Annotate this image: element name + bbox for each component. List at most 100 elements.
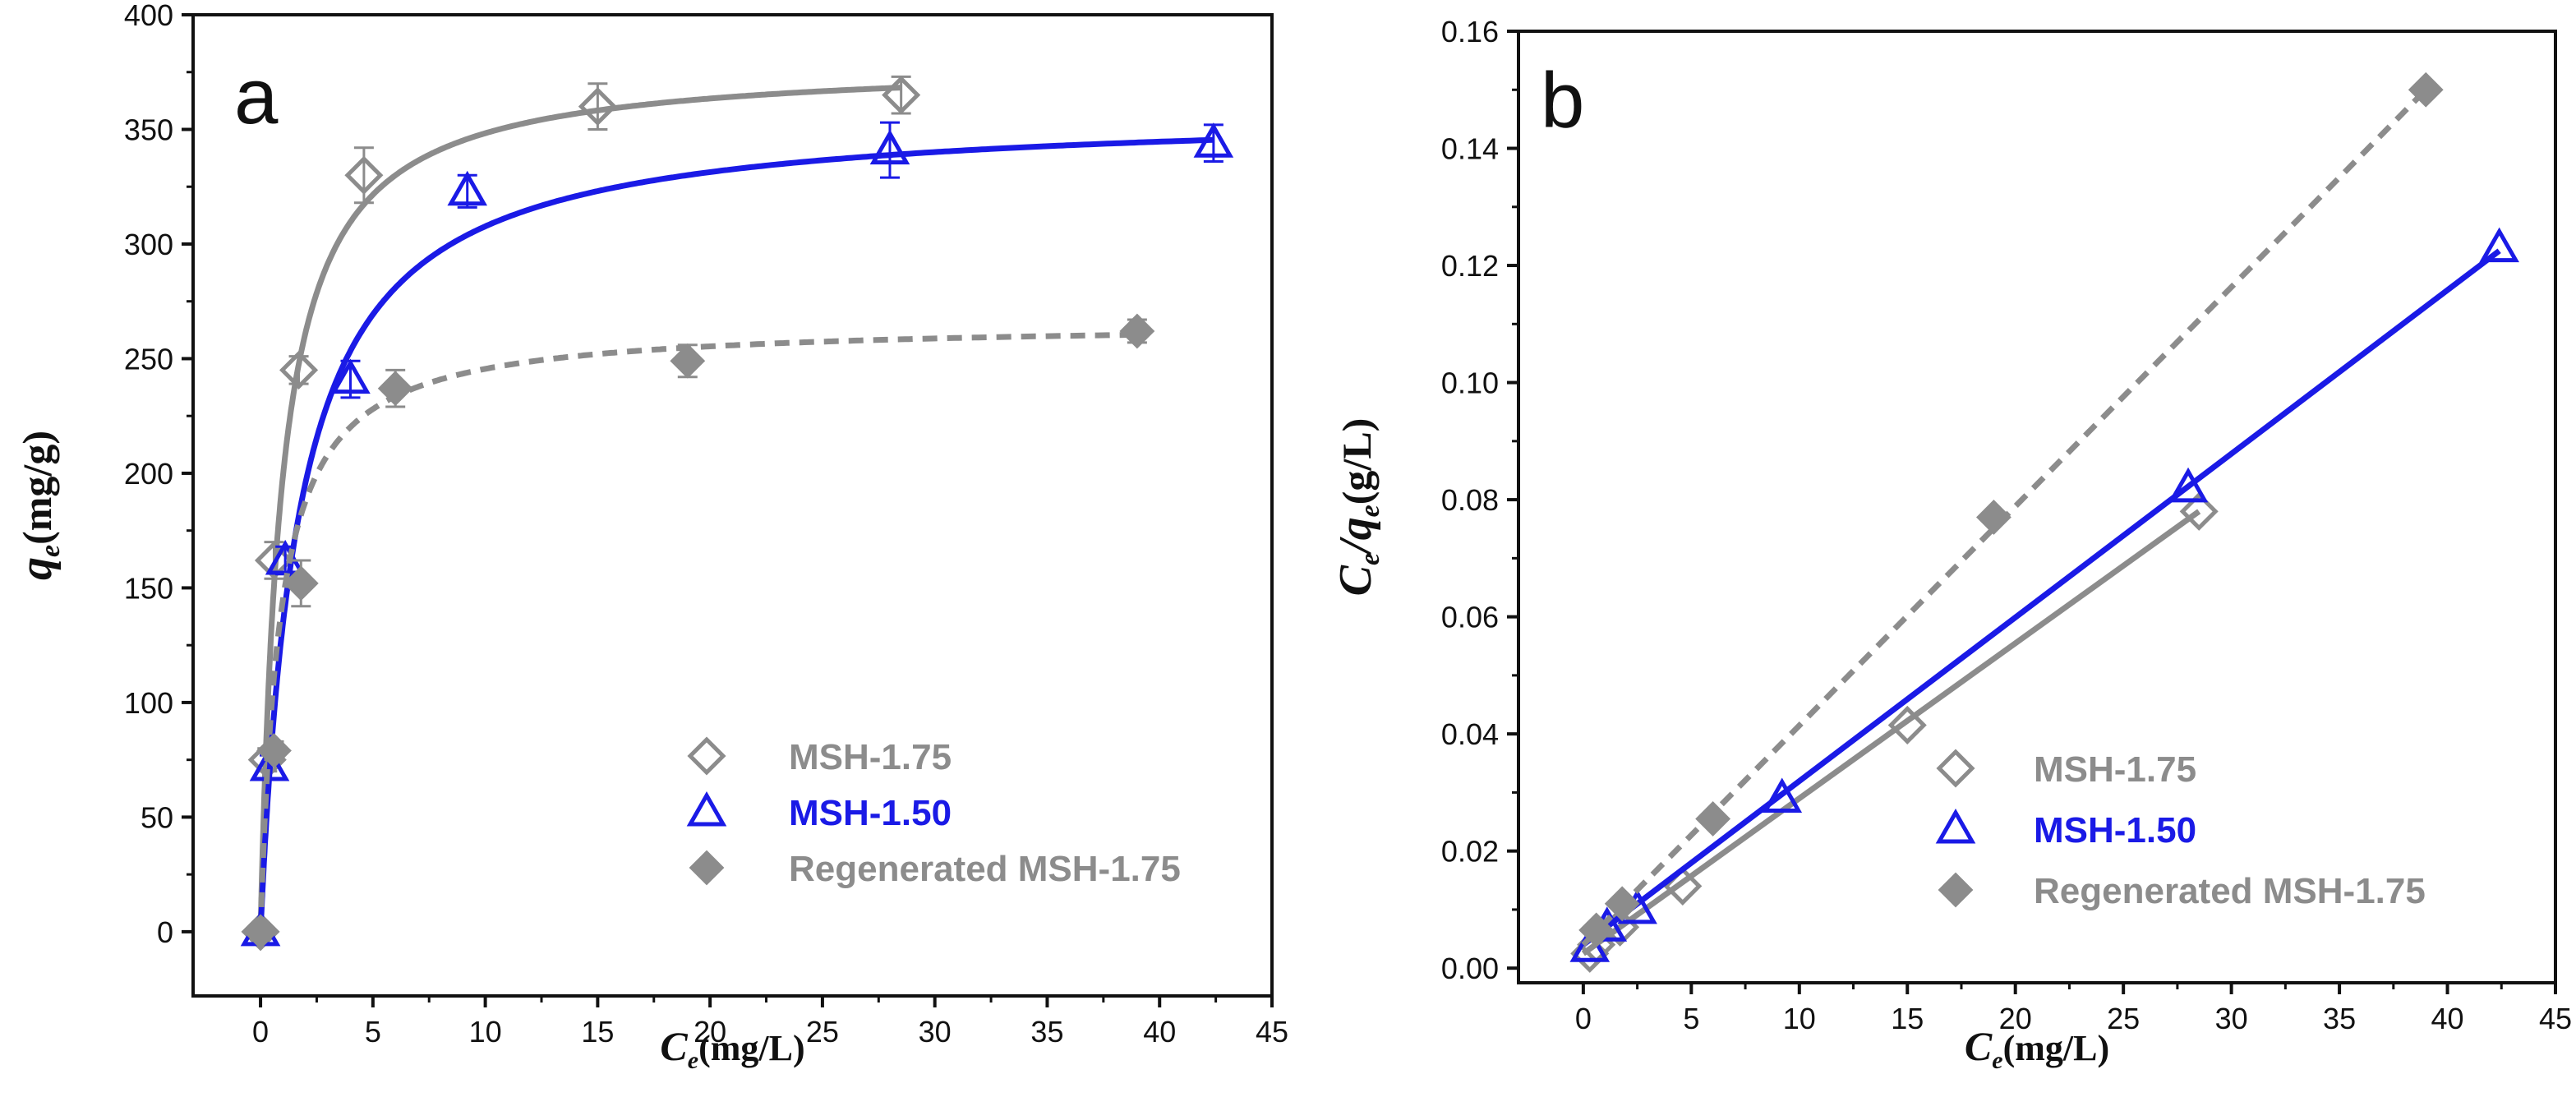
panel-b-y-tick-label: 0.16 xyxy=(1441,15,1499,48)
panel-a-series-msh-1-50-fit-line xyxy=(257,136,1214,932)
panel-a-x-tick-label: 5 xyxy=(365,1015,381,1049)
panel-b-y-tick-label: 0.14 xyxy=(1441,132,1499,166)
panel-a-y-tick-label: 50 xyxy=(141,800,173,834)
panel-b-x-axis-title: Ce(mg/L) xyxy=(1965,1023,2109,1074)
panel-b-x-tick-label: 10 xyxy=(1783,1002,1816,1035)
panel-a-series-msh-1-75-point xyxy=(578,87,617,127)
panel-b-y-tick-label: 0.08 xyxy=(1441,483,1499,517)
panel-a-y-tick-label: 300 xyxy=(124,228,173,261)
panel-a-series-msh-1-75-point xyxy=(882,76,921,115)
panel-a-y-tick-label: 0 xyxy=(157,915,173,949)
panel-b-series-regenerated-msh-1-75-point xyxy=(1976,500,2011,535)
panel-a-legend-marker xyxy=(687,736,726,776)
panel-a-x-tick-label: 15 xyxy=(581,1015,614,1049)
panel-a-x-tick-label: 30 xyxy=(919,1015,952,1049)
panel-a-series-msh-1-50-point xyxy=(447,170,488,206)
panel-a-y-tick-label: 200 xyxy=(124,457,173,491)
panel-b-legend-label: MSH-1.50 xyxy=(2034,810,2196,850)
panel-a-legend-marker xyxy=(689,850,725,886)
panel-a-y-tick-label: 150 xyxy=(124,571,173,605)
panel-a-x-tick-label: 0 xyxy=(252,1015,269,1049)
panel-b: 0 5 10 15 20 25 30 35 40 450.000.020.040.060.080.… xyxy=(1330,15,2572,1074)
panel-b-series-msh-1-75-fit-line xyxy=(1581,509,2201,956)
panel-a-x-tick-label: 20 xyxy=(694,1015,726,1049)
panel-a-frame xyxy=(191,13,1274,998)
panel-a-x-ticks: 0 5 10 15 20 25 30 35 40 45 xyxy=(252,996,1288,1049)
panel-b-x-tick-label: 40 xyxy=(2431,1002,2464,1035)
panel-a-y-tick-label: 350 xyxy=(124,113,173,146)
panel-b-x-tick-label: 25 xyxy=(2107,1002,2140,1035)
panel-a-x-tick-label: 25 xyxy=(806,1015,839,1049)
panel-b-y-tick-label: 0.00 xyxy=(1441,952,1499,985)
panel-b-y-tick-label: 0.12 xyxy=(1441,249,1499,283)
panel-b-y-tick-label: 0.04 xyxy=(1441,717,1499,751)
panel-a-series-msh-1-75-point xyxy=(279,350,319,389)
panel-b-y-ticks: 0.00 0.02 0.04 0.06 0.08 0.10 0.12 0.14 0.16 xyxy=(1441,15,1518,985)
panel-a-legend-label: Regenerated MSH-1.75 xyxy=(789,849,1181,889)
panel-a-series-msh-1-75-point xyxy=(344,155,384,195)
panel-a-legend-label: MSH-1.75 xyxy=(789,737,952,777)
panel-b-series-msh-1-50-point xyxy=(2479,227,2519,263)
panel-a-y-tick-label: 100 xyxy=(124,686,173,720)
panel-a: 0 5 10 15 20 25 30 35 40 45 0 50 100 150 200 250 300 350 4… xyxy=(11,0,1288,1074)
panel-b-frame xyxy=(1517,30,2557,984)
panel-a-series-regenerated-msh-1-75-point xyxy=(256,733,292,768)
panel-b-series-msh-1-50 xyxy=(1569,227,2519,962)
panel-b-series-msh-1-75-point xyxy=(1887,705,1927,744)
panel-a-y-tick-label: 400 xyxy=(124,0,173,32)
panel-a-y-axis-title: qe(mg/g) xyxy=(11,431,66,580)
panel-b-legend-entry: Regenerated MSH-1.75 xyxy=(1938,871,2426,911)
panel-a-x-tick-label: 45 xyxy=(1256,1015,1288,1049)
panel-a-legend-entry: MSH-1.50 xyxy=(686,790,952,833)
panel-a-x-axis-title: Ce(mg/L) xyxy=(660,1023,804,1074)
panel-a-series-msh-1-50-point xyxy=(330,358,371,394)
panel-b-letter: b xyxy=(1541,57,1584,145)
panel-a-series-regenerated-msh-1-75-point xyxy=(377,371,413,407)
panel-a-x-tick-label: 40 xyxy=(1143,1015,1176,1049)
panel-b-y-tick-label: 0.06 xyxy=(1441,601,1499,634)
panel-b-series-regenerated-msh-1-75-point xyxy=(1578,912,1615,948)
panel-b-x-tick-label: 0 xyxy=(1575,1002,1592,1035)
panel-a-x-tick-label: 35 xyxy=(1030,1015,1063,1049)
panel-b-legend-marker xyxy=(1936,749,1975,788)
panel-b-legend-label: Regenerated MSH-1.75 xyxy=(2034,871,2426,911)
panel-a-series-regenerated-msh-1-75-point xyxy=(670,343,706,379)
panel-b-series-regenerated-msh-1-75-point xyxy=(2408,71,2444,108)
panel-b-x-tick-label: 5 xyxy=(1683,1002,1699,1035)
panel-b-series-regenerated-msh-1-75-point xyxy=(1604,886,1640,922)
panel-b-legend-entry: MSH-1.50 xyxy=(1935,808,2196,850)
panel-a-y-tick-label: 250 xyxy=(124,342,173,376)
panel-a-letter: a xyxy=(234,53,279,141)
panel-a-legend-entry: Regenerated MSH-1.75 xyxy=(689,849,1181,889)
panel-b-y-axis-title: Ce/qe(g/L) xyxy=(1330,418,1385,597)
panel-b-x-tick-label: 20 xyxy=(1999,1002,2032,1035)
panel-b-x-tick-label: 45 xyxy=(2539,1002,2572,1035)
panel-b-series-msh-1-75-point xyxy=(2179,491,2219,531)
panel-b-series-msh-1-50-fit-line xyxy=(1581,248,2501,947)
panel-b-legend-entry: MSH-1.75 xyxy=(1936,749,2196,790)
panel-a-series-msh-1-50-point xyxy=(265,539,306,575)
panel-b-series-regenerated-msh-1-75 xyxy=(1578,71,2444,948)
panel-a-y-ticks: 0 50 100 150 200 250 300 350 400 xyxy=(124,0,193,949)
panel-a-series-regenerated-msh-1-75-point xyxy=(283,565,319,602)
panel-b-x-tick-label: 30 xyxy=(2215,1002,2248,1035)
panel-a-series-regenerated-msh-1-75-point xyxy=(1119,313,1155,349)
panel-b-x-tick-label: 35 xyxy=(2323,1002,2356,1035)
panel-a-series-msh-1-75-fit-line xyxy=(257,85,901,932)
panel-b-legend-marker xyxy=(1935,808,1976,844)
panel-a-series-regenerated-msh-1-75 xyxy=(242,313,1155,950)
panel-b-y-tick-label: 0.10 xyxy=(1441,366,1499,400)
panel-a-legend-marker xyxy=(686,790,727,827)
panel-b-x-tick-label: 15 xyxy=(1891,1002,1924,1035)
panel-a-series-msh-1-50 xyxy=(240,121,1234,947)
panel-a-legend-entry: MSH-1.75 xyxy=(687,736,952,777)
panel-a-x-tick-label: 10 xyxy=(469,1015,502,1049)
panel-b-legend-label: MSH-1.75 xyxy=(2034,749,2196,790)
panel-a-series-regenerated-msh-1-75-point xyxy=(242,914,279,950)
panel-b-legend-marker xyxy=(1938,872,1974,908)
panel-a-series-regenerated-msh-1-75-fit-line xyxy=(257,331,1137,932)
panel-b-series-msh-1-50-point xyxy=(2168,467,2209,503)
panel-b-series-regenerated-msh-1-75-point xyxy=(1695,801,1731,837)
panel-b-x-ticks: 0 5 10 15 20 25 30 35 40 45 xyxy=(1575,983,2572,1035)
